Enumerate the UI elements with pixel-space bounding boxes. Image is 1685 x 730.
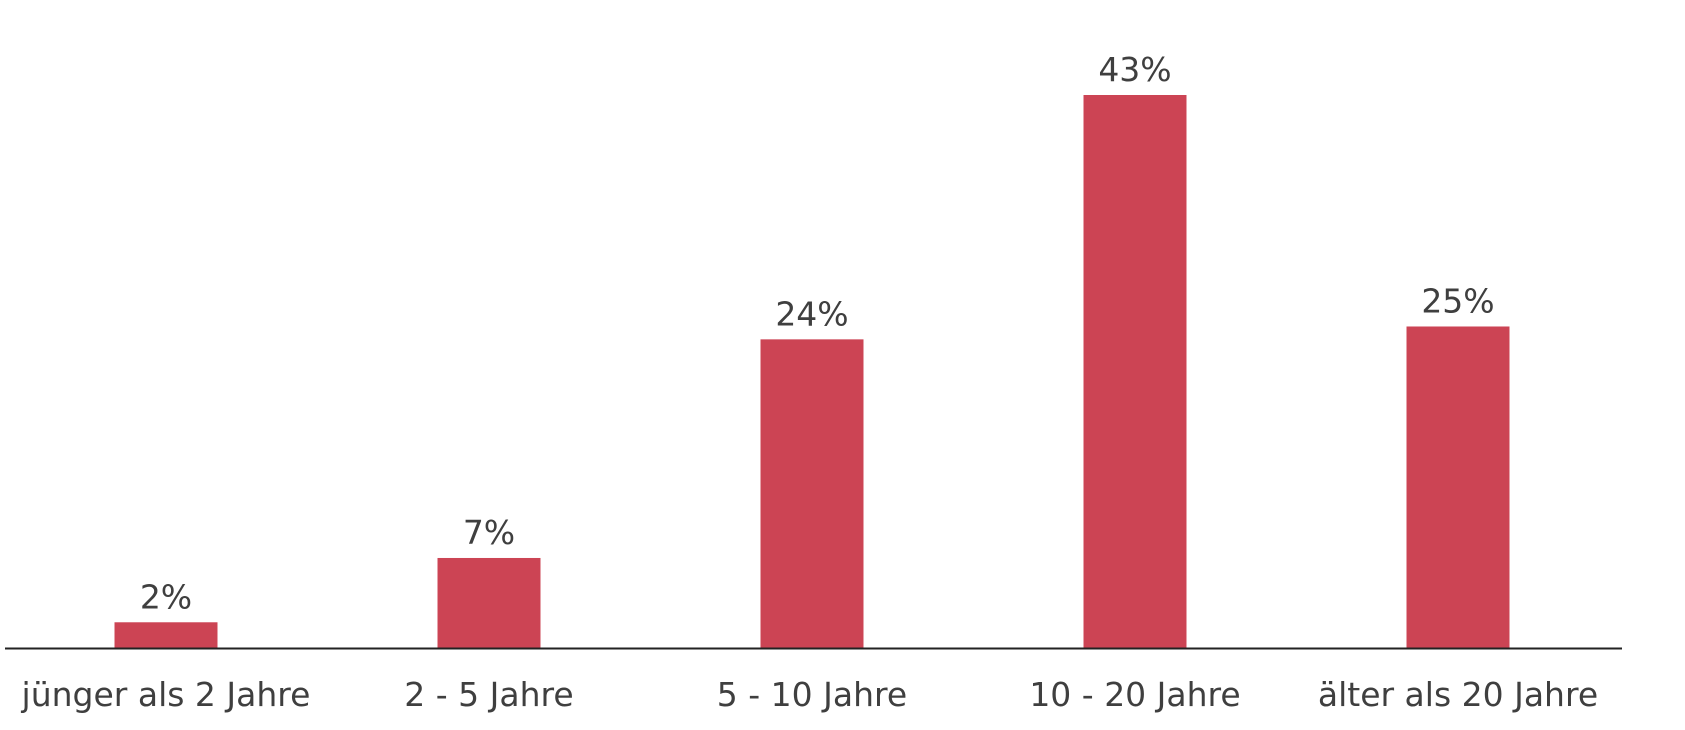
bar-4 bbox=[1406, 326, 1510, 648]
bar-1 bbox=[437, 557, 541, 648]
value-labels-group: 2% 7% 24% 43% 25% bbox=[140, 50, 1495, 616]
bars-group bbox=[114, 95, 1510, 648]
category-label-1: 2 - 5 Jahre bbox=[404, 675, 573, 714]
bar-3 bbox=[1083, 95, 1187, 648]
category-labels-group: jünger als 2 Jahre 2 - 5 Jahre 5 - 10 Jahr… bbox=[21, 675, 1599, 714]
bar-0 bbox=[114, 622, 218, 648]
category-label-4: älter als 20 Jahre bbox=[1318, 675, 1598, 714]
bar-2 bbox=[760, 339, 864, 648]
value-label-3: 43% bbox=[1098, 50, 1171, 89]
value-label-4: 25% bbox=[1421, 281, 1494, 320]
value-label-2: 24% bbox=[775, 294, 848, 333]
category-label-0: jünger als 2 Jahre bbox=[21, 675, 311, 714]
category-label-2: 5 - 10 Jahre bbox=[717, 675, 907, 714]
value-label-1: 7% bbox=[463, 513, 515, 552]
category-label-3: 10 - 20 Jahre bbox=[1029, 675, 1240, 714]
value-label-0: 2% bbox=[140, 577, 192, 616]
